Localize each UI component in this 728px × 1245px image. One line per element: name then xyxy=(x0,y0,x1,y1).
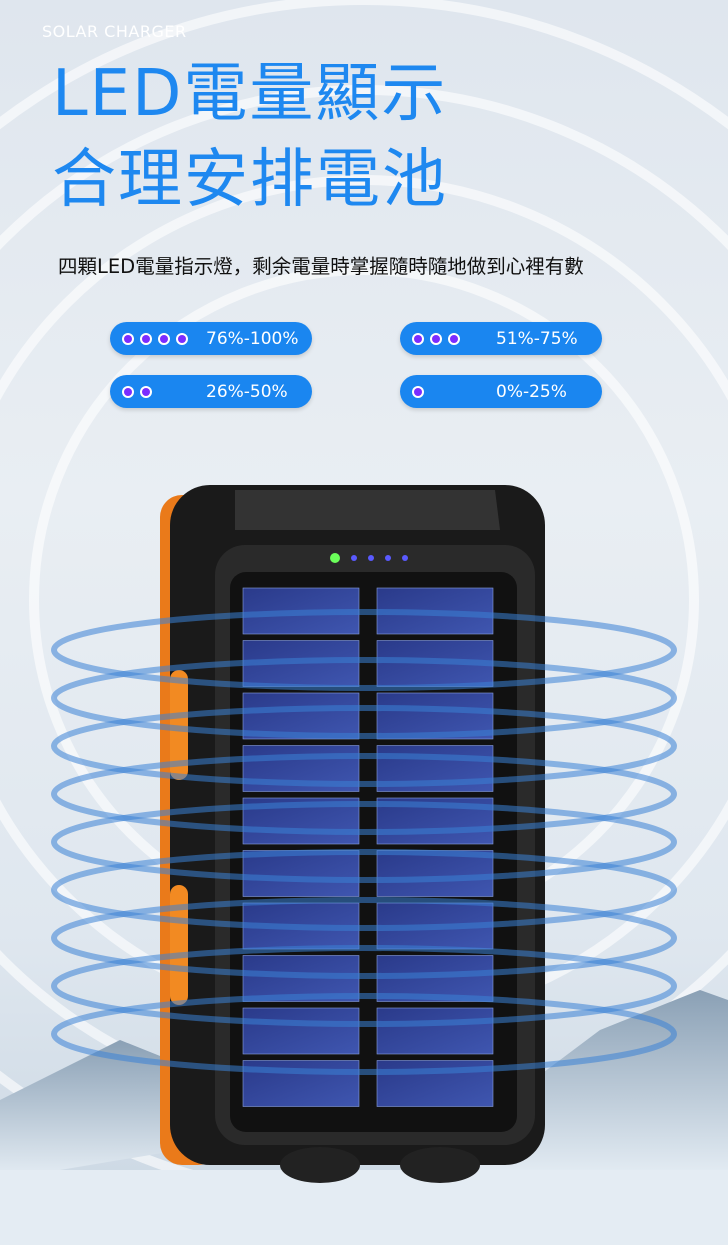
led-dot xyxy=(450,334,458,343)
indicator-label: 26%-50% xyxy=(206,381,288,402)
led-dot xyxy=(432,334,440,343)
indicator-pill: 26%-50% xyxy=(110,375,312,408)
title: 合理安排電池 xyxy=(52,143,448,217)
ring xyxy=(51,753,677,835)
led-dots xyxy=(124,334,200,343)
subtitle: 四顆LED電量指示燈，剩余電量時掌握隨時隨地做到心裡有數 xyxy=(58,255,584,278)
ring xyxy=(51,657,677,739)
eyebrow: SOLAR CHARGER xyxy=(42,22,187,41)
led-dot xyxy=(142,334,150,343)
solar-cell xyxy=(376,1007,494,1055)
indicator-pill: 0%-25% xyxy=(400,375,602,408)
ring xyxy=(51,801,677,883)
led-dots xyxy=(124,387,200,396)
led-dot xyxy=(414,334,422,343)
led-dots xyxy=(414,334,490,343)
ring xyxy=(51,705,677,787)
ring xyxy=(51,945,677,1027)
ring xyxy=(51,993,677,1075)
solar-cell xyxy=(242,850,360,897)
indicator-label: 51%-75% xyxy=(496,328,578,349)
indicator-pill: 76%-100% xyxy=(110,322,312,355)
led-dot xyxy=(160,334,168,343)
led-dot xyxy=(414,387,422,396)
led-dot xyxy=(178,334,186,343)
led-dots xyxy=(414,387,490,396)
led-dot xyxy=(124,387,132,396)
ring xyxy=(51,897,677,979)
led-dot xyxy=(142,387,150,396)
indicator-pill: 51%-75% xyxy=(400,322,602,355)
indicator-label: 0%-25% xyxy=(496,381,567,402)
solar-cell xyxy=(242,1007,360,1055)
ring xyxy=(51,609,677,691)
title: LED電量顯示 xyxy=(52,57,448,131)
led-dot xyxy=(124,334,132,343)
solar-cell xyxy=(376,850,494,897)
ring xyxy=(51,849,677,931)
indicator-label: 76%-100% xyxy=(206,328,299,349)
